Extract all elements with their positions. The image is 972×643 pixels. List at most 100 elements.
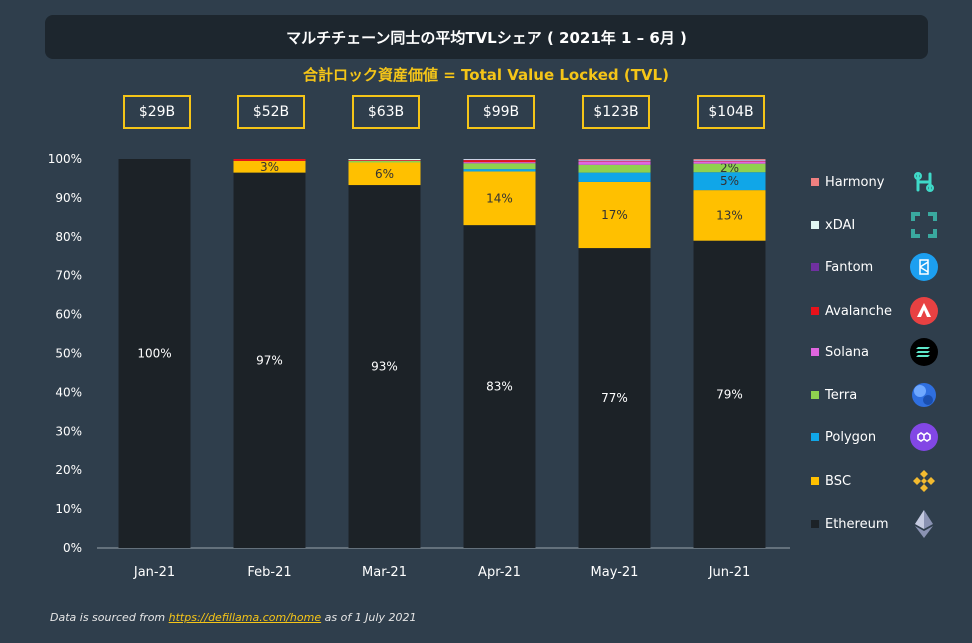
bar-segment-ethereum — [578, 248, 651, 548]
bar-segment-polygon — [693, 172, 766, 191]
legend-label: Harmony — [825, 174, 885, 190]
bar-segment-terra — [348, 160, 421, 163]
y-tick-label: 30% — [55, 424, 82, 438]
x-tick-label: May-21 — [591, 565, 639, 580]
y-tick-label: 40% — [55, 385, 82, 399]
bar-segment-xdai — [348, 159, 421, 161]
legend-swatch — [811, 221, 819, 229]
data-label: 79% — [716, 387, 743, 401]
tvl-box-jan: $29B — [123, 95, 191, 129]
y-tick-label: 50% — [55, 347, 82, 361]
legend-item-polygon: Polygon — [811, 422, 961, 452]
y-tick-label: 100% — [48, 152, 82, 166]
bsc-icon — [909, 466, 939, 496]
legend-item-fantom: Fantom — [811, 252, 961, 282]
bar-segment-xdai — [463, 159, 536, 160]
legend-swatch — [811, 178, 819, 186]
source-footnote: Data is sourced from https://defillama.c… — [50, 611, 416, 624]
legend-item-bsc: BSC — [811, 466, 961, 496]
ethereum-icon — [909, 509, 939, 539]
terra-icon — [909, 380, 939, 410]
legend-item-ethereum: Ethereum — [811, 509, 961, 539]
x-tick-label: Jan-21 — [133, 565, 175, 580]
bar-segment-solana — [463, 162, 536, 164]
bar-segment-bsc — [693, 190, 766, 241]
data-label: 14% — [486, 191, 513, 205]
bar-segment-ethereum — [233, 172, 306, 549]
bar-segment-bsc — [463, 171, 536, 226]
legend-swatch — [811, 433, 819, 441]
bar-segment-bsc — [233, 160, 306, 173]
legend-swatch — [811, 307, 819, 315]
data-label: 77% — [601, 391, 628, 405]
legend-label: Polygon — [825, 429, 877, 445]
data-label: 83% — [486, 380, 513, 394]
bar-segment-polygon — [463, 169, 536, 172]
y-tick-label: 20% — [55, 463, 82, 477]
data-label: 5% — [720, 174, 739, 188]
bar-segment-harmony — [693, 159, 766, 160]
chart-title: マルチチェーン同士の平均TVLシェア ( 2021年 1 – 6月 ) — [45, 15, 928, 59]
bar-segment-solana — [578, 161, 651, 165]
bar-segment-avalanche — [348, 160, 421, 161]
legend-item-harmony: Harmony — [811, 167, 961, 197]
y-tick-label: 10% — [55, 502, 82, 516]
data-label: 17% — [601, 208, 628, 222]
bar-segment-avalanche — [233, 159, 306, 161]
tvl-box-feb: $52B — [237, 95, 305, 129]
stacked-bar-chart: 0% 10% 20% 30% 40% 50% 60% 70% 80% 90% 100% 100% Jan… — [48, 152, 790, 580]
chart-subtitle: 合計ロック資産価値 = Total Value Locked (TVL) — [303, 66, 669, 84]
xdai-icon — [909, 210, 939, 240]
bar-segment-polygon — [578, 172, 651, 182]
y-tick-label: 80% — [55, 230, 82, 244]
y-tick-label: 0% — [63, 541, 82, 555]
bar-segment-terra — [463, 163, 536, 170]
y-tick-label: 60% — [55, 308, 82, 322]
bar-segment-terra — [578, 164, 651, 173]
bar-segment-ethereum — [463, 225, 536, 548]
bar-segment-bsc — [348, 162, 421, 186]
solana-icon — [909, 337, 939, 367]
data-label: 2% — [720, 161, 739, 175]
bar-segment-ethereum — [118, 159, 191, 548]
legend-label: Ethereum — [825, 516, 889, 532]
bar-segment-xdai — [693, 159, 766, 161]
bar-segment-avalanche — [463, 159, 536, 163]
y-tick-label: 90% — [55, 191, 82, 205]
polygon-icon — [909, 422, 939, 452]
tvl-box-mar: $63B — [352, 95, 420, 129]
legend-item-solana: Solana — [811, 337, 961, 367]
data-label: 93% — [371, 360, 398, 374]
legend-swatch — [811, 477, 819, 485]
bar-segment-ethereum — [693, 240, 766, 548]
data-label: 3% — [260, 160, 279, 174]
data-label: 97% — [256, 353, 283, 367]
legend-item-terra: Terra — [811, 380, 961, 410]
legend-item-xdai: xDAI — [811, 210, 961, 240]
legend-label: Avalanche — [825, 303, 892, 319]
harmony-icon — [909, 167, 939, 197]
x-tick-label: Apr-21 — [478, 565, 521, 580]
tvl-box-apr: $99B — [467, 95, 535, 129]
data-label: 13% — [716, 208, 743, 222]
bar-segment-solana — [693, 161, 766, 164]
legend-swatch — [811, 391, 819, 399]
y-tick-label: 70% — [55, 269, 82, 283]
data-label: 6% — [375, 167, 394, 181]
tvl-box-jun: $104B — [697, 95, 765, 129]
legend-label: xDAI — [825, 217, 856, 233]
legend-label: Fantom — [825, 259, 874, 275]
source-link[interactable]: https://defillama.com/home — [168, 611, 322, 624]
legend-swatch — [811, 348, 819, 356]
bar-segment-terra — [693, 163, 766, 173]
x-tick-label: Jun-21 — [708, 565, 751, 580]
bar-segment-harmony — [578, 159, 651, 160]
x-tick-label: Feb-21 — [247, 565, 291, 580]
avalanche-icon — [909, 296, 939, 326]
legend-label: Terra — [825, 387, 858, 403]
footnote-prefix: Data is sourced from — [50, 611, 169, 624]
footnote-suffix: as of 1 July 2021 — [321, 611, 417, 624]
data-label: 100% — [137, 347, 171, 361]
legend-swatch — [811, 263, 819, 271]
bar-segment-xdai — [578, 159, 651, 161]
